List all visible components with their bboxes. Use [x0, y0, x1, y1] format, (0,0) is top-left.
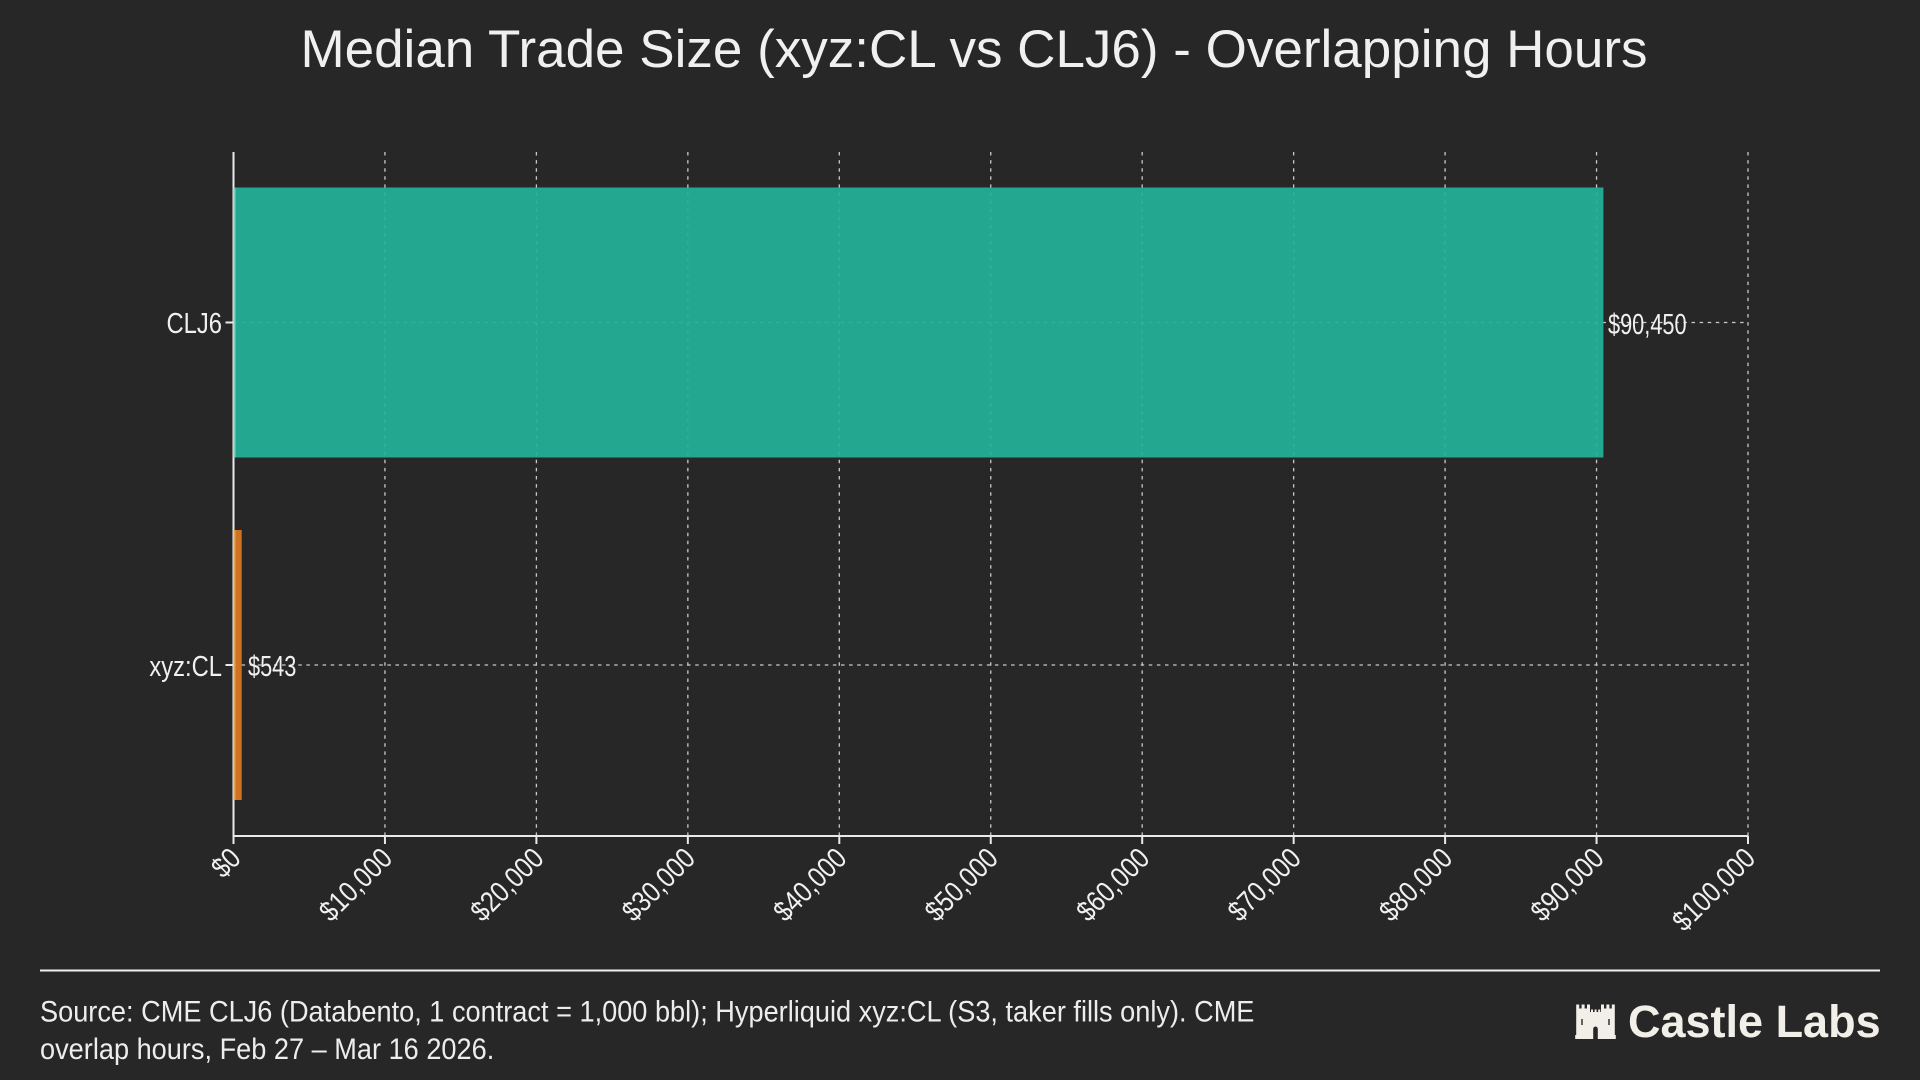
svg-text:Median Trade Size (xyz:CL vs C: Median Trade Size (xyz:CL vs CLJ6) - Ove… [300, 20, 1647, 79]
svg-text:Castle Labs: Castle Labs [1628, 996, 1881, 1047]
svg-text:CLJ6: CLJ6 [167, 307, 222, 340]
svg-text:overlap hours, Feb 27 – Mar 16: overlap hours, Feb 27 – Mar 16 2026. [40, 1033, 494, 1067]
svg-text:xyz:CL: xyz:CL [149, 650, 222, 683]
svg-text:$90,450: $90,450 [1608, 309, 1687, 341]
svg-text:Source: CME CLJ6 (Databento, 1: Source: CME CLJ6 (Databento, 1 contract … [40, 995, 1254, 1029]
svg-text:$543: $543 [248, 651, 296, 683]
